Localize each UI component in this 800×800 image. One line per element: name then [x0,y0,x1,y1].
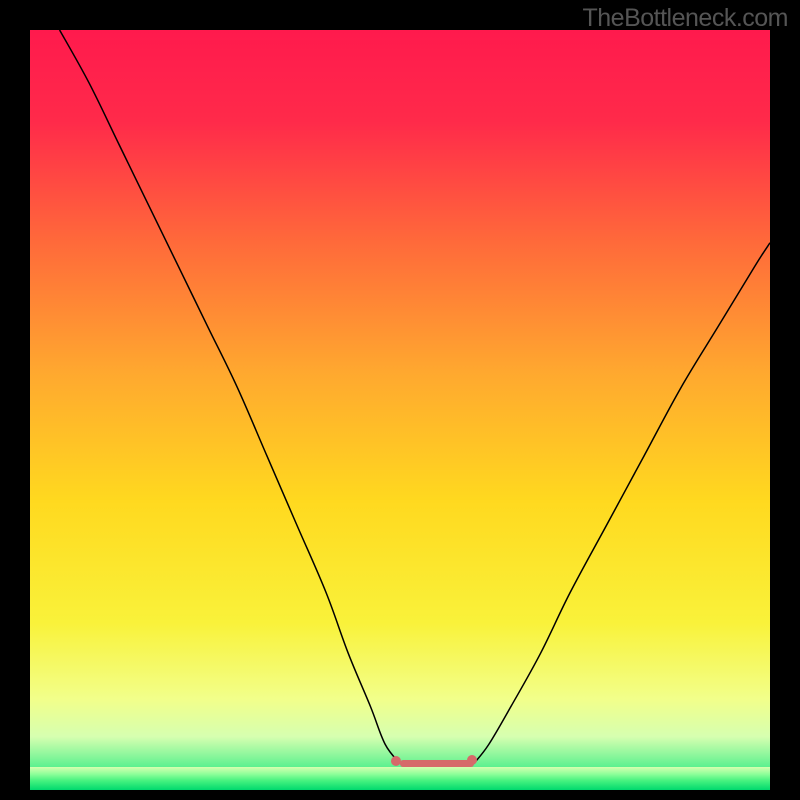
plot-area [30,30,770,790]
right-curve [474,243,770,764]
watermark-text: TheBottleneck.com [583,4,789,33]
valley-dot-1 [467,755,477,765]
chart-container: TheBottleneck.com [0,0,800,800]
left-curve [60,30,400,763]
valley-segment [400,760,474,768]
curve-svg [30,30,770,790]
